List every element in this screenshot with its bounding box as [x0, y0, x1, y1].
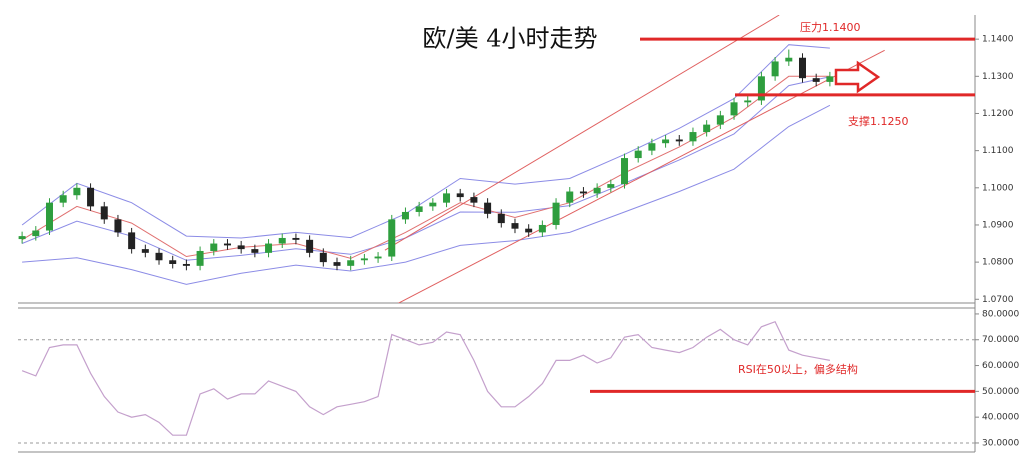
candle-body — [265, 243, 273, 253]
y-tick-label: 60.0000 — [982, 361, 1019, 371]
candle-body — [114, 219, 122, 233]
candle-body — [579, 191, 587, 194]
candle-body — [662, 139, 670, 144]
candle-body — [456, 193, 464, 198]
rsi-panel — [18, 320, 975, 444]
candle-body — [785, 57, 793, 62]
price-panel — [18, 15, 885, 303]
level-label: 支撑1.1250 — [848, 114, 909, 128]
y-tick-label: 1.0900 — [982, 220, 1014, 230]
y-tick-label: 1.1200 — [982, 109, 1014, 119]
candle-body — [237, 245, 245, 250]
candle-body — [826, 76, 834, 82]
candle-body — [292, 237, 300, 240]
rsi-line — [21, 320, 831, 436]
y-tick-label: 1.1100 — [982, 146, 1014, 156]
candle-body — [182, 263, 190, 266]
y-tick-label: 1.0700 — [982, 295, 1014, 305]
arrow — [834, 60, 881, 94]
candle-body — [538, 224, 546, 233]
candle-body — [100, 206, 108, 220]
candle-body — [703, 124, 711, 133]
candle-body — [73, 187, 81, 196]
trend-line — [384, 15, 780, 251]
candle-body — [360, 258, 368, 261]
candle-body — [251, 249, 259, 253]
candle-body — [169, 260, 177, 264]
trend-line — [397, 49, 885, 303]
candle-body — [319, 252, 327, 263]
y-tick-label: 1.1300 — [982, 72, 1014, 82]
candle-body — [730, 102, 738, 116]
candle-body — [59, 195, 67, 203]
candle-body — [141, 249, 149, 253]
candle-body — [306, 239, 314, 253]
candle-body — [210, 243, 218, 251]
annotations: 欧/美 4小时走势 1.0700 1.0800 1.0900 1.1000 1.1100… — [423, 21, 1020, 448]
candle-body — [278, 237, 286, 244]
candle-body — [470, 197, 478, 203]
candle-body — [566, 191, 574, 203]
candle-body — [675, 139, 683, 142]
band-upper — [21, 44, 830, 239]
candle-body — [333, 262, 341, 266]
candle-body — [347, 260, 355, 266]
candle-body — [648, 143, 656, 151]
candle-body — [771, 61, 779, 77]
candle-body — [401, 211, 409, 220]
candle-body — [497, 213, 505, 224]
candle-body — [443, 193, 451, 203]
candle-body — [429, 202, 437, 207]
candle-body — [415, 206, 423, 212]
candle-body — [798, 57, 806, 79]
band-middle — [21, 76, 831, 261]
candle-body — [511, 223, 519, 229]
candle-body — [128, 232, 136, 250]
moving-average — [21, 75, 830, 259]
candle-body — [593, 187, 601, 194]
y-tick-label: 70.0000 — [982, 335, 1019, 345]
candle-body — [525, 228, 533, 233]
y-tick-label: 50.0000 — [982, 387, 1019, 397]
candle-body — [45, 202, 53, 231]
y-tick-label: 40.0000 — [982, 413, 1019, 423]
candle-body — [812, 78, 820, 82]
level-label: RSI在50以上，偏多结构 — [738, 362, 858, 376]
y-tick-label: 1.1000 — [982, 183, 1014, 193]
candle-body — [716, 115, 724, 125]
candle-body — [744, 100, 752, 103]
candle-body — [607, 184, 615, 188]
candle-body — [374, 256, 382, 259]
candle-body — [552, 202, 560, 225]
candle-body — [388, 219, 396, 257]
candle-body — [18, 236, 26, 240]
candle-body — [196, 250, 204, 266]
y-tick-label: 1.0800 — [982, 258, 1014, 268]
candle-body — [223, 243, 231, 246]
candle-body — [484, 202, 492, 214]
candle-body — [155, 252, 163, 261]
y-tick-label: 1.1400 — [982, 35, 1014, 45]
band-lower — [22, 104, 831, 285]
candle-body — [757, 76, 765, 101]
y-tick-label: 80.0000 — [982, 309, 1019, 319]
y-tick-label: 30.0000 — [982, 438, 1019, 448]
candle-body — [689, 132, 697, 142]
chart-title: 欧/美 4小时走势 — [423, 25, 598, 53]
candle-body — [634, 150, 642, 159]
level-label: 压力1.1400 — [800, 21, 861, 34]
candle-body — [621, 158, 629, 185]
candle-body — [87, 187, 95, 207]
candle-body — [32, 230, 40, 237]
